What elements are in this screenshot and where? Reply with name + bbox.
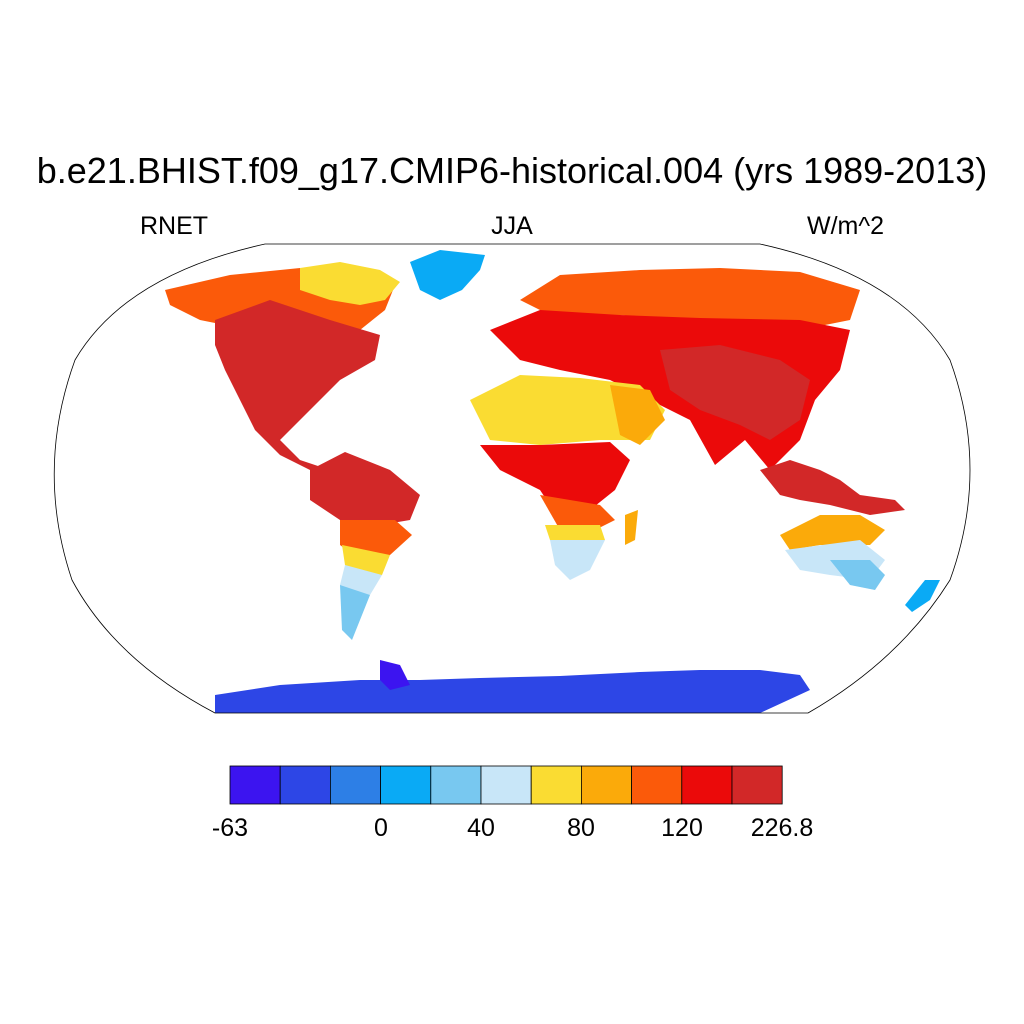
colorbar-swatch [380, 765, 432, 805]
season-label: JJA [491, 212, 533, 240]
arabia-region [610, 385, 665, 445]
south-america-region [340, 585, 370, 640]
colorbar-tick-label: -63 [211, 814, 249, 842]
plot-title: b.e21.BHIST.f09_g17.CMIP6-historical.004… [36, 150, 988, 191]
colorbar-swatch [229, 765, 281, 805]
colorbar-swatch [329, 765, 381, 805]
eurasia-region [660, 345, 810, 440]
greenland [410, 250, 485, 300]
colorbar-swatch [731, 765, 783, 805]
madagascar [625, 510, 638, 545]
colorbar-tick-label: 226.8 [750, 814, 814, 842]
south-america-region [310, 452, 420, 525]
north-america-region [215, 300, 380, 470]
colorbar [229, 765, 783, 805]
colorbar-swatch [530, 765, 582, 805]
colorbar-swatch [631, 765, 683, 805]
australia-region [830, 560, 885, 590]
land-fill-layer [165, 250, 940, 713]
south-africa-region [540, 495, 615, 530]
map-border [53, 243, 971, 714]
antarctica-region [215, 670, 810, 713]
colorbar-tick-label: 120 [661, 814, 703, 842]
south-africa-region [550, 540, 605, 580]
colorbar-tick-label: 80 [567, 814, 595, 842]
colorbar-tick-label: 40 [467, 814, 495, 842]
colorbar-tick-label: 0 [374, 814, 388, 842]
colorbar-swatch [430, 765, 482, 805]
units-label: W/m^2 [806, 212, 884, 240]
colorbar-swatch [279, 765, 331, 805]
southeast-asia-region [760, 460, 905, 515]
colorbar-swatch [581, 765, 633, 805]
new-zealand [905, 580, 940, 612]
colorbar-swatch [681, 765, 733, 805]
canadian-arctic [300, 262, 400, 305]
central-africa-region [480, 442, 630, 520]
variable-label: RNET [140, 212, 209, 240]
antarctica-region [380, 660, 410, 690]
colorbar-swatch [480, 765, 532, 805]
